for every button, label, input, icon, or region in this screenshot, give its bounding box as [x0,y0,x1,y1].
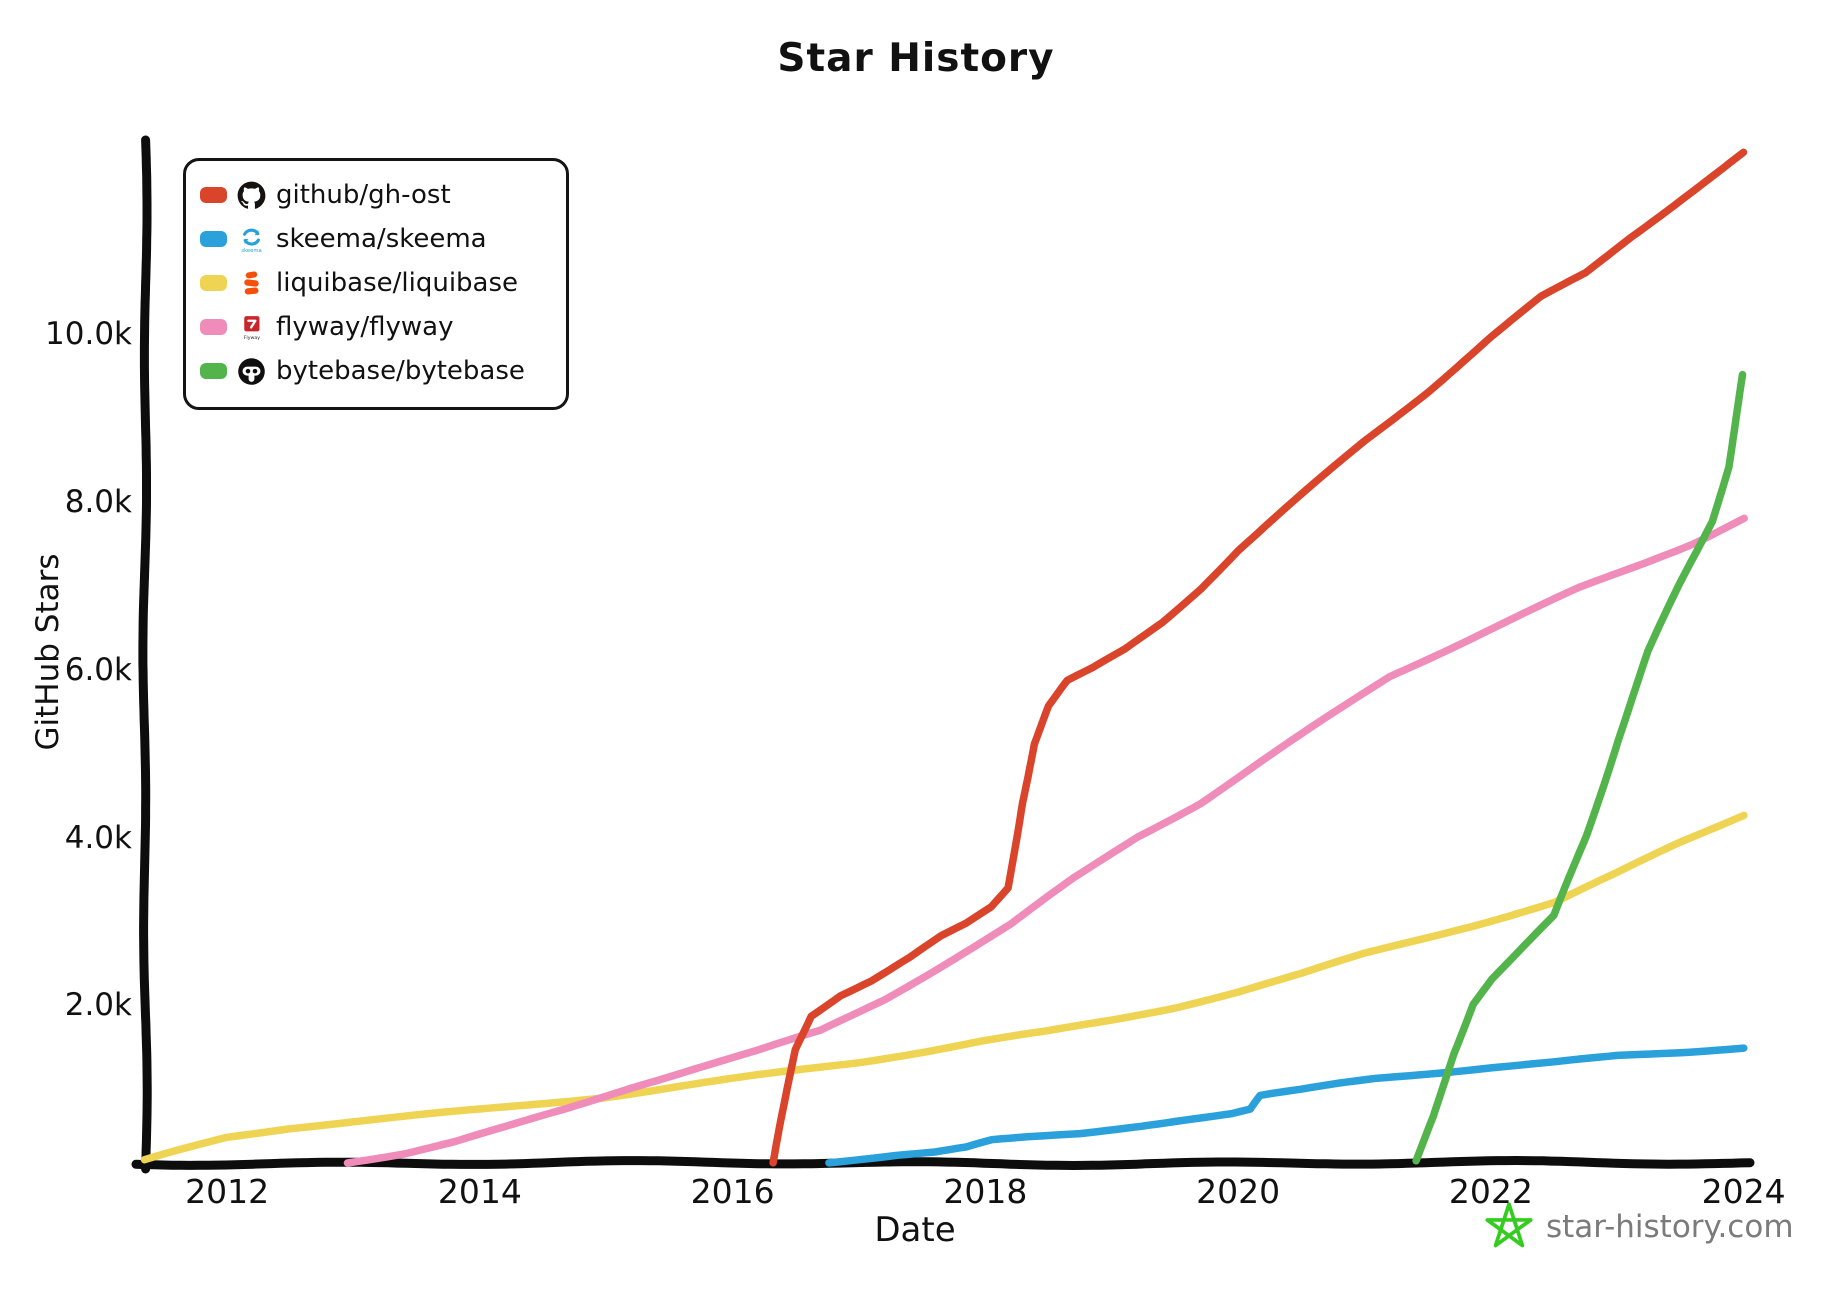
legend-swatch-liquibase [200,275,227,291]
x-tick-label-2016: 2016 [690,1172,775,1211]
legend-swatch-skeema [200,231,227,247]
bytebase-icon [236,356,266,386]
star-icon [1485,1202,1533,1248]
legend-item-gh-ost: github/gh-ost [200,173,566,217]
legend-label-liquibase: liquibase/liquibase [276,268,519,298]
watermark: star-history.com [1482,1200,1794,1254]
legend-box: github/gh-ost skeema skeema/skeema [183,158,569,410]
y-tick-label-8.0k: 8.0k [64,484,132,521]
series-line-flyway [343,514,1748,1167]
svg-text:Flyway: Flyway [243,335,260,341]
legend-swatch-bytebase [200,363,227,379]
x-tick-label-2020: 2020 [1196,1172,1281,1211]
y-tick-label-10.0k: 10.0k [45,316,132,353]
legend-label-gh-ost: github/gh-ost [276,180,451,210]
x-tick-label-2014: 2014 [437,1172,522,1211]
y-axis-line [138,135,152,1174]
legend-swatch-flyway [200,319,227,335]
legend-item-bytebase: bytebase/bytebase [200,349,566,393]
watermark-text: star-history.com [1546,1209,1794,1245]
legend-swatch-gh-ost [200,187,227,203]
legend-label-skeema: skeema/skeema [276,224,487,254]
skeema-icon: skeema [236,224,266,254]
legend-label-bytebase: bytebase/bytebase [276,356,525,386]
legend-item-liquibase: liquibase/liquibase [200,261,566,305]
y-tick-label-6.0k: 6.0k [64,651,132,688]
x-tick-label-2012: 2012 [185,1172,270,1211]
series-line-gh-ost [769,148,1748,1167]
x-axis-line [131,1156,1755,1170]
chart-title: Star History [777,36,1055,81]
series-line-bytebase [1412,370,1747,1165]
y-axis-title: GitHub Stars [30,553,66,751]
liquibase-icon [236,268,266,298]
series-line-skeema [825,1044,1748,1167]
series-line-liquibase [140,811,1748,1164]
github-icon [236,180,266,210]
x-tick-label-2018: 2018 [943,1172,1028,1211]
x-tick-label-2022: 2022 [1448,1172,1533,1211]
y-tick-label-4.0k: 4.0k [64,819,132,856]
y-tick-label-2.0k: 2.0k [64,987,132,1024]
svg-text:skeema: skeema [241,248,262,254]
legend-label-flyway: flyway/flyway [276,312,454,342]
x-tick-label-2024: 2024 [1701,1172,1786,1211]
x-axis-title: Date [874,1210,956,1250]
legend-item-flyway: Flyway flyway/flyway [200,305,566,349]
legend-item-skeema: skeema skeema/skeema [200,217,566,261]
flyway-icon: Flyway [236,312,266,342]
